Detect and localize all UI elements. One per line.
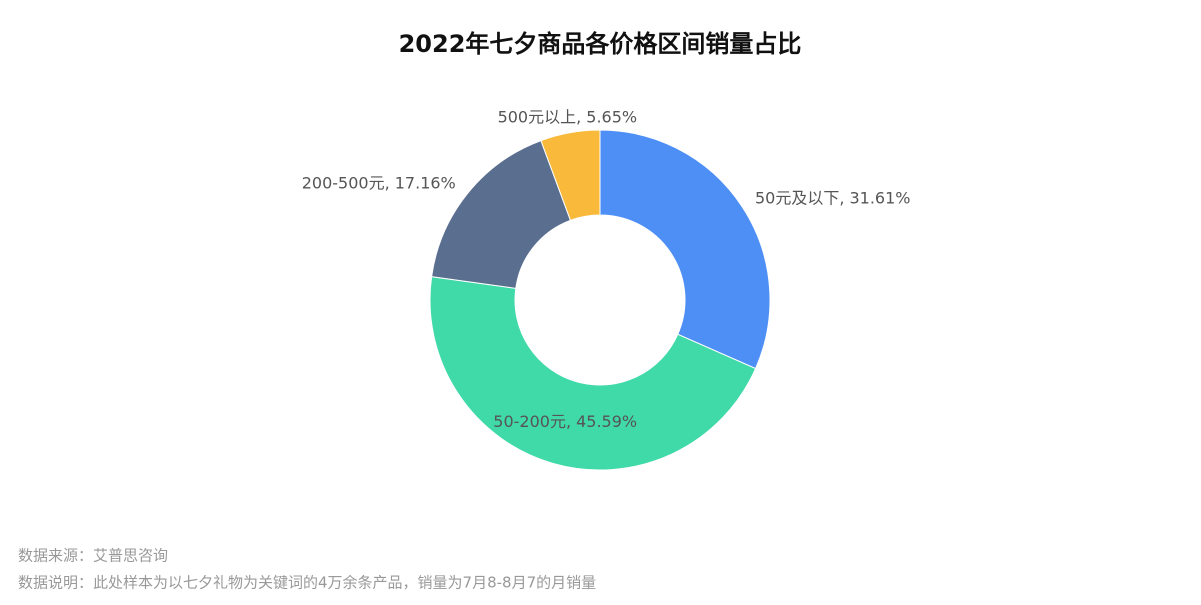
- data-label: 50元及以下, 31.61%: [755, 188, 911, 207]
- data-note: 数据说明：此处样本为以七夕礼物为关键词的4万余条产品，销量为7月8-8月7的月销…: [18, 574, 596, 592]
- pie-slice: [431, 139, 572, 289]
- data-label: 200-500元, 17.16%: [302, 174, 456, 193]
- data-label: 50-200元, 45.59%: [493, 412, 637, 431]
- pie-slice: [429, 276, 757, 471]
- data-label: 500元以上, 5.65%: [498, 107, 638, 126]
- pie-slice: [540, 129, 601, 221]
- chart-title: 2022年七夕商品各价格区间销量占比: [399, 30, 802, 58]
- pie-slice: [599, 129, 771, 370]
- source-note: 数据来源：艾普思咨询: [18, 547, 168, 565]
